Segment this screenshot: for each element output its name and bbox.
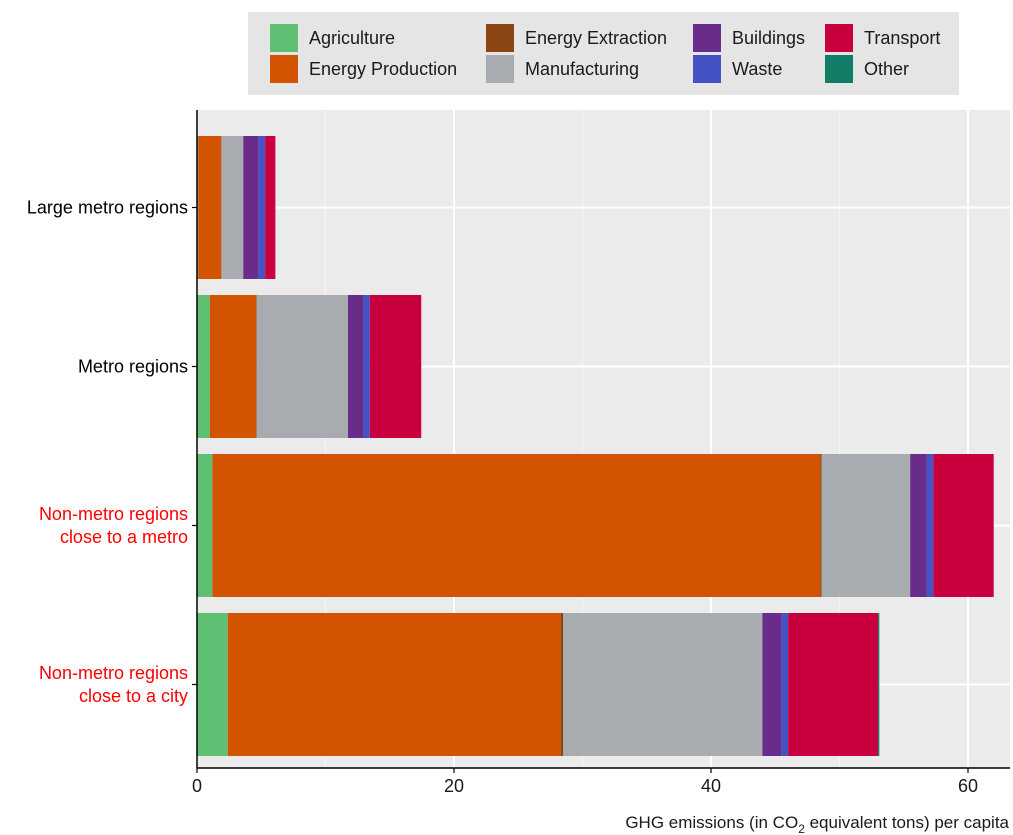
- y-category-label: Metro regions: [78, 357, 188, 377]
- plot-area: [196, 110, 1010, 768]
- legend-label: Buildings: [732, 27, 806, 48]
- bar-segment-energy-extraction: [820, 454, 822, 597]
- x-tick-label: 20: [444, 776, 464, 796]
- bar-segment-energy-production: [227, 613, 561, 756]
- legend-label: Transport: [864, 27, 941, 48]
- x-axis-title: GHG emissions (in CO2 equivalent tons) p…: [625, 813, 1009, 835]
- bar-segment-agriculture: [197, 454, 213, 597]
- bar-segment-energy-production: [212, 454, 821, 597]
- bar-segment-manufacturing: [563, 613, 763, 756]
- bar-segment-buildings: [243, 136, 259, 279]
- legend-label: Agriculture: [309, 27, 396, 48]
- bar-segment-waste: [363, 295, 370, 438]
- legend-item-manufacturing: Manufacturing: [486, 55, 639, 83]
- axes: 0 20 40 60 Large metro regions Metro regions N…: [27, 110, 1010, 796]
- legend-item-buildings: Buildings: [693, 24, 805, 52]
- y-category-label: Non-metro regions close to a city: [39, 663, 188, 706]
- legend: Agriculture Energy Production Energy Extra…: [248, 12, 959, 95]
- legend-item-waste: Waste: [693, 55, 782, 83]
- legend-swatch: [486, 24, 514, 52]
- bar-segment-energy-extraction: [256, 295, 257, 438]
- y-category-label: Non-metro regions close to a metro: [39, 504, 188, 547]
- legend-swatch: [270, 24, 298, 52]
- legend-item-energy-extraction: Energy Extraction: [486, 24, 667, 52]
- bar-segment-buildings: [347, 295, 364, 438]
- bar-segment-waste: [781, 613, 789, 756]
- legend-label: Manufacturing: [525, 58, 640, 79]
- bar-segment-waste: [926, 454, 934, 597]
- bar-segment-energy-production: [198, 136, 222, 279]
- bar-segment-agriculture: [197, 295, 210, 438]
- legend-item-agriculture: Agriculture: [270, 24, 395, 52]
- bar-segment-transport: [933, 454, 994, 597]
- bar-segment-transport: [369, 295, 422, 438]
- bar-segment-transport: [788, 613, 879, 756]
- legend-label: Energy Extraction: [525, 27, 668, 48]
- legend-item-transport: Transport: [825, 24, 940, 52]
- x-tick-label: 0: [192, 776, 202, 796]
- bar-segment-transport: [265, 136, 276, 279]
- legend-swatch: [270, 55, 298, 83]
- legend-label: Other: [864, 58, 910, 79]
- legend-item-energy-production: Energy Production: [270, 55, 457, 83]
- bar-segment-manufacturing: [256, 295, 348, 438]
- bar-segment-agriculture: [197, 613, 228, 756]
- legend-swatch: [825, 24, 853, 52]
- bar-segment-buildings: [910, 454, 927, 597]
- legend-swatch: [486, 55, 514, 83]
- y-category-label: Large metro regions: [27, 198, 188, 218]
- legend-swatch: [825, 55, 853, 83]
- legend-label: Waste: [732, 58, 783, 79]
- legend-label: Energy Production: [309, 58, 458, 79]
- bar-segment-buildings: [762, 613, 782, 756]
- legend-swatch: [693, 55, 721, 83]
- x-tick-label: 40: [701, 776, 721, 796]
- bar-segment-manufacturing: [221, 136, 244, 279]
- bar-segment-energy-extraction: [560, 613, 564, 756]
- bar-segment-manufacturing: [821, 454, 911, 597]
- x-tick-label: 60: [958, 776, 978, 796]
- bar-segment-energy-production: [209, 295, 257, 438]
- legend-swatch: [693, 24, 721, 52]
- legend-item-other: Other: [825, 55, 909, 83]
- bar-segment-waste: [258, 136, 266, 279]
- bar-segment-other: [878, 613, 880, 756]
